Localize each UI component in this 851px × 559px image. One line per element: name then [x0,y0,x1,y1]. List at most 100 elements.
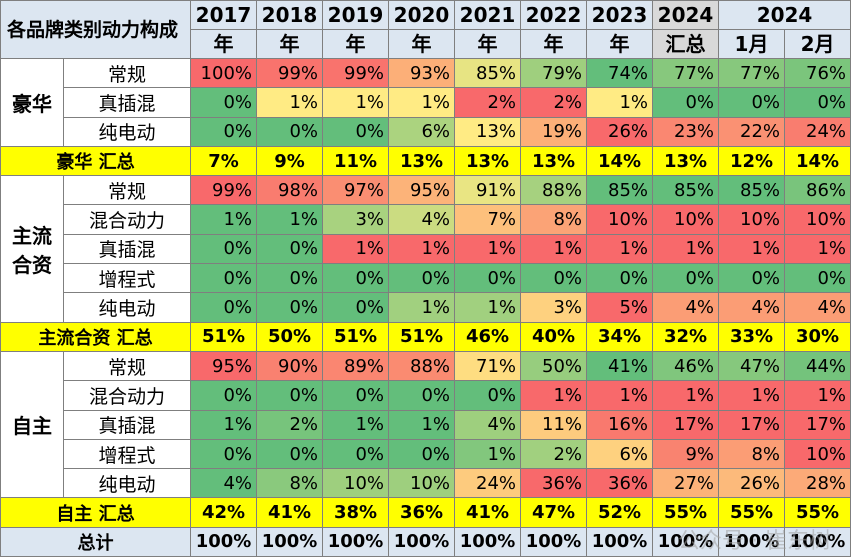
value-cell: 0% [190,438,258,470]
value-cell: 13% [388,145,456,177]
value-cell: 36% [388,497,456,528]
value-cell: 55% [784,497,851,528]
value-cell: 26% [586,116,654,147]
header-year: 2023 [586,0,654,30]
row-label: 常规 [62,57,192,89]
value-cell: 3% [322,204,390,235]
value-cell: 7% [190,145,258,177]
value-cell: 41% [586,350,654,382]
value-cell: 2% [256,409,324,440]
value-cell: 1% [256,87,324,118]
value-cell: 1% [322,233,390,265]
value-cell: 8% [718,438,786,470]
header-unit: 年 [586,29,654,59]
row-label: 增程式 [62,438,192,470]
value-cell: 7% [454,204,522,235]
value-cell: 10% [388,468,456,499]
header-unit: 汇总 [652,29,720,59]
row-label: 真插混 [62,233,192,265]
value-cell: 44% [784,350,851,382]
row-label: 混合动力 [62,204,192,235]
value-cell: 100% [322,526,390,558]
value-cell: 1% [784,380,851,411]
value-cell: 0% [190,263,258,294]
value-cell: 85% [718,175,786,206]
value-cell: 0% [388,263,456,294]
value-cell: 98% [256,175,324,206]
value-cell: 6% [388,116,456,147]
value-cell: 36% [520,468,588,499]
value-cell: 0% [190,87,258,118]
value-cell: 22% [718,116,786,147]
value-cell: 4% [454,409,522,440]
value-cell: 36% [586,468,654,499]
value-cell: 1% [322,409,390,440]
value-cell: 1% [388,409,456,440]
value-cell: 2% [520,87,588,118]
value-cell: 1% [718,380,786,411]
value-cell: 40% [520,321,588,352]
value-cell: 1% [520,233,588,265]
value-cell: 24% [784,116,851,147]
value-cell: 46% [652,350,720,382]
value-cell: 0% [256,438,324,470]
data-row: 混合动力 0% 0% 0% 0% 0% 1% 1% 1% 1% 1% [1,380,851,411]
value-cell: 76% [784,57,851,89]
value-cell: 74% [586,57,654,89]
row-label: 真插混 [62,87,192,118]
value-cell: 46% [454,321,522,352]
value-cell: 1% [454,233,522,265]
value-cell: 9% [256,145,324,177]
header-year: 2022 [520,0,588,30]
value-cell: 1% [586,380,654,411]
value-cell: 1% [718,233,786,265]
total-label: 自主 汇总 [0,497,192,528]
header-month: 2月 [784,29,851,59]
value-cell: 0% [190,292,258,323]
value-cell: 4% [652,292,720,323]
header-unit: 年 [454,29,522,59]
value-cell: 0% [256,116,324,147]
value-cell: 71% [454,350,522,382]
header-unit: 年 [520,29,588,59]
row-label: 常规 [62,175,192,206]
value-cell: 0% [256,233,324,265]
data-row: 真插混 1% 2% 1% 1% 4% 11% 16% 17% 17% 17% [1,409,851,440]
value-cell: 4% [718,292,786,323]
value-cell: 0% [322,380,390,411]
header-year: 2017 [190,0,258,30]
value-cell: 77% [652,57,720,89]
header-year: 2024 [718,0,851,30]
value-cell: 77% [718,57,786,89]
value-cell: 0% [190,380,258,411]
total-label: 主流合资 汇总 [0,321,192,352]
value-cell: 13% [520,145,588,177]
value-cell: 85% [454,57,522,89]
row-label: 常规 [62,350,192,382]
data-row: 混合动力 1% 1% 3% 4% 7% 8% 10% 10% 10% 10% [1,204,851,235]
header-row: 年年年年年年年汇总 1月 2月 [1,29,851,59]
header-year: 2024 [652,0,720,30]
header-unit: 年 [256,29,324,59]
value-cell: 100% [520,526,588,558]
value-cell: 10% [586,204,654,235]
value-cell: 1% [586,233,654,265]
value-cell: 0% [190,116,258,147]
value-cell: 100% [586,526,654,558]
value-cell: 16% [586,409,654,440]
value-cell: 9% [652,438,720,470]
data-row: 纯电动 0% 0% 0% 6% 13% 19% 26% 23% 22% 24% [1,116,851,147]
value-cell: 0% [256,263,324,294]
value-cell: 50% [520,350,588,382]
value-cell: 11% [322,145,390,177]
value-cell: 90% [256,350,324,382]
value-cell: 23% [652,116,720,147]
total-row: 豪华 汇总 7% 9% 11% 13% 13% 13% 14% 13% 12% 14% [0,145,851,177]
value-cell: 0% [388,438,456,470]
group-label: 豪华 [0,58,64,147]
value-cell: 95% [190,350,258,382]
value-cell: 88% [388,350,456,382]
value-cell: 1% [454,438,522,470]
value-cell: 4% [388,204,456,235]
